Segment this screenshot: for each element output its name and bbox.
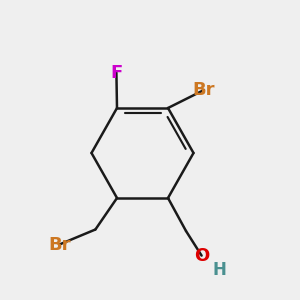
Text: F: F bbox=[110, 64, 122, 82]
Text: O: O bbox=[194, 247, 209, 265]
Text: Br: Br bbox=[193, 81, 215, 99]
Text: H: H bbox=[212, 261, 226, 279]
Text: Br: Br bbox=[48, 236, 71, 253]
